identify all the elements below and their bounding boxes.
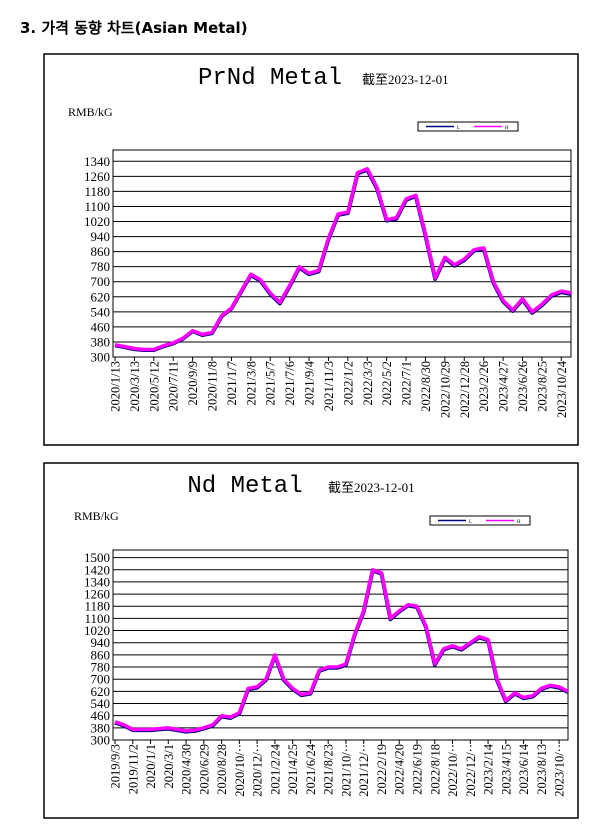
- y-tick-label: 860: [91, 244, 111, 259]
- x-tick-label: 2022/12/28: [458, 361, 472, 418]
- y-tick-label: 1180: [84, 184, 110, 199]
- x-tick-label: 2022/8/18: [428, 744, 442, 795]
- y-tick-label: 940: [91, 635, 111, 650]
- y-tick-label: 1100: [84, 611, 110, 626]
- y-tick-label: 1420: [84, 562, 110, 577]
- y-tick-label: 1020: [84, 214, 110, 229]
- x-tick-label: 2021/12/··: [357, 744, 371, 797]
- legend-box: [429, 515, 531, 526]
- y-tick-label: 780: [91, 660, 111, 675]
- x-tick-label: 2021/9/4: [303, 360, 317, 405]
- x-tick-label: 2020/3/13: [128, 361, 142, 412]
- x-tick-label: 2020/6/29: [197, 744, 211, 795]
- x-tick-label: 2020/5/12: [147, 361, 161, 412]
- x-tick-label: 2022/10/··: [446, 744, 460, 797]
- x-tick-label: 2019/9/3: [109, 744, 123, 788]
- x-tick-label: 2021/8/23: [322, 744, 336, 795]
- x-tick-label: 2020/1/1: [144, 744, 158, 788]
- x-tick-label: 2022/1/2: [341, 361, 355, 405]
- series-line: [114, 568, 569, 733]
- x-tick-label: 2020/12/··: [251, 744, 265, 797]
- x-tick-label: 2022/12/··: [464, 744, 478, 797]
- legend-label: L: [469, 520, 472, 525]
- y-tick-label: 540: [91, 696, 111, 711]
- x-tick-label: 2023/4/27: [497, 361, 511, 412]
- x-tick-label: 2020/8/28: [215, 744, 229, 795]
- y-tick-label: 620: [91, 684, 111, 699]
- x-tick-label: 2022/2/19: [375, 744, 389, 795]
- x-tick-label: 2021/6/24: [304, 743, 318, 794]
- y-tick-label: 1100: [84, 199, 110, 214]
- x-tick-label: 2022/5/2: [380, 361, 394, 405]
- y-tick-label: 700: [91, 672, 111, 687]
- y-tick-label: 620: [91, 289, 111, 304]
- x-tick-label: 2021/3/8: [244, 361, 258, 405]
- heading: 3. 가격 동향 차트(Asian Metal): [20, 19, 248, 37]
- x-tick-label: 2022/7/1: [400, 361, 414, 405]
- y-tick-label: 460: [91, 319, 111, 334]
- x-tick-label: 2023/8/25: [535, 361, 549, 412]
- x-tick-label: 2020/7/11: [167, 361, 181, 411]
- x-tick-label: 2023/10/··: [553, 744, 567, 797]
- x-tick-label: 2022/3/3: [361, 361, 375, 405]
- x-tick-label: 2019/11/2: [126, 744, 140, 794]
- y-tick-label: 1260: [84, 169, 110, 184]
- x-tick-label: 2021/4/25: [286, 744, 300, 795]
- x-tick-label: 2020/9/9: [186, 361, 200, 405]
- x-tick-label: 2022/8/30: [419, 361, 433, 412]
- x-tick-label: 2023/2/26: [477, 361, 491, 412]
- chart-title: PrNd Metal: [198, 65, 342, 92]
- y-tick-label: 540: [91, 304, 111, 319]
- y-tick-label: 860: [91, 647, 111, 662]
- x-tick-label: 2020/11/8: [206, 361, 220, 411]
- y-tick-label: 380: [91, 334, 111, 349]
- x-tick-label: 2021/5/7: [264, 361, 278, 405]
- plot-area: [112, 149, 572, 358]
- y-tick-label: 1020: [84, 623, 110, 638]
- y-tick-label: 1340: [84, 154, 110, 169]
- y-tick-label: 460: [91, 708, 111, 723]
- x-tick-label: 2023/4/15: [499, 744, 513, 795]
- legend-label: L: [457, 126, 460, 131]
- y-tick-label: 300: [91, 350, 111, 365]
- y-tick-label: 300: [91, 733, 111, 748]
- legend-label: H: [517, 520, 521, 525]
- x-tick-label: 2022/6/19: [411, 744, 425, 795]
- x-tick-label: 2021/11/3: [322, 361, 336, 411]
- y-tick-label: 1180: [84, 599, 110, 614]
- x-tick-label: 2021/7/6: [283, 361, 297, 405]
- x-tick-label: 2020/10/··: [233, 744, 247, 797]
- x-tick-label: 2020/3/1: [162, 744, 176, 788]
- x-tick-label: 2020/1/13: [109, 361, 123, 412]
- y-tick-label: 1500: [84, 550, 110, 565]
- legend-label: H: [505, 126, 509, 131]
- x-tick-label: 2023/6/26: [516, 361, 530, 412]
- plot-area: [112, 549, 569, 741]
- chart-subtitle: 截至2023-12-01: [328, 480, 415, 495]
- x-tick-label: 2021/10/··: [339, 744, 353, 797]
- y-tick-label: 1340: [84, 574, 110, 589]
- y-tick-label: 780: [91, 259, 111, 274]
- x-tick-label: 2023/8/13: [535, 744, 549, 795]
- y-tick-label: 940: [91, 229, 111, 244]
- y-tick-label: 1260: [84, 587, 110, 602]
- series-line: [114, 167, 572, 352]
- chart-subtitle: 截至2023-12-01: [362, 72, 449, 87]
- x-tick-label: 2021/2/24: [268, 743, 282, 794]
- x-tick-label: 2023/6/14: [517, 743, 531, 794]
- y-tick-label: 380: [91, 720, 111, 735]
- y-axis-label: RMB/kG: [74, 509, 119, 523]
- y-tick-label: 700: [91, 274, 111, 289]
- x-tick-label: 2021/1/7: [225, 361, 239, 405]
- x-tick-label: 2022/4/20: [393, 744, 407, 795]
- x-tick-label: 2022/10/29: [438, 361, 452, 418]
- x-tick-label: 2020/4/30: [180, 744, 194, 795]
- y-axis-label: RMB/kG: [68, 105, 113, 119]
- legend-box: [417, 121, 519, 132]
- chart-title: Nd Metal: [187, 473, 302, 500]
- x-tick-label: 2023/2/14: [482, 743, 496, 794]
- x-tick-label: 2023/10/24: [555, 360, 569, 418]
